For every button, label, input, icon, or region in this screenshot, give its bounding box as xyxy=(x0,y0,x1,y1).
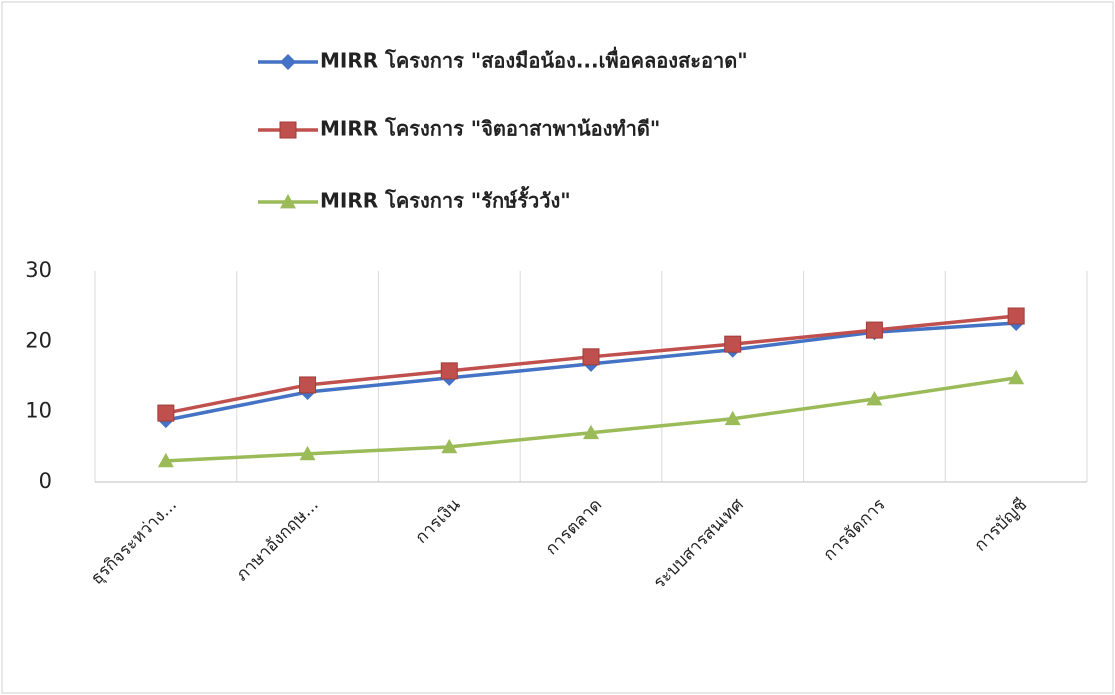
legend-marker xyxy=(280,54,296,70)
legend-label: MIRR โครงการ "รักษ์รั้ววัง" xyxy=(320,186,571,213)
data-point xyxy=(865,321,883,339)
legend-marker xyxy=(279,121,297,139)
y-tick-label: 30 xyxy=(25,258,52,282)
data-point xyxy=(1008,369,1025,385)
y-tick-label: 10 xyxy=(25,399,52,423)
legend-marker xyxy=(280,194,296,209)
data-point xyxy=(441,438,458,454)
y-tick-label: 0 xyxy=(39,469,52,493)
data-point xyxy=(299,376,317,394)
data-point xyxy=(157,452,174,468)
legend-label: MIRR โครงการ "สองมือน้อง...เพื่อคลองสะอา… xyxy=(320,46,748,73)
legend-label: MIRR โครงการ "จิตอาสาพาน้องทำดี" xyxy=(320,117,660,141)
data-point xyxy=(583,424,599,440)
y-tick-label: 20 xyxy=(25,328,52,352)
data-point xyxy=(724,410,741,426)
data-point xyxy=(1007,307,1025,325)
data-point xyxy=(724,335,742,353)
data-point xyxy=(299,445,316,461)
data-point xyxy=(157,404,175,422)
data-point xyxy=(582,348,600,366)
data-point xyxy=(440,362,458,380)
data-point xyxy=(866,391,883,406)
